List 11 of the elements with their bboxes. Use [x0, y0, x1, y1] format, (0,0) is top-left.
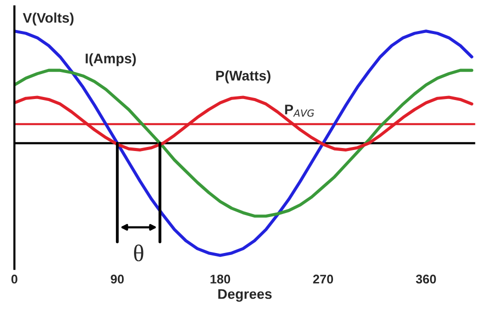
x-tick-label: 180 [210, 274, 230, 284]
series-label: V(Volts) [22, 12, 74, 26]
x-axis-title: Degrees [218, 289, 272, 302]
x-tick-label: 270 [313, 274, 334, 284]
series-label: P(Watts) [216, 70, 270, 84]
x-tick-label: 90 [110, 274, 124, 284]
series-label: I(Amps) [86, 53, 136, 66]
ref-line-label: P$_{AVG}$ [285, 104, 314, 117]
x-tick-label: 360 [416, 274, 436, 284]
annotation: θ [134, 244, 144, 262]
x-tick-label: 0 [11, 274, 18, 284]
